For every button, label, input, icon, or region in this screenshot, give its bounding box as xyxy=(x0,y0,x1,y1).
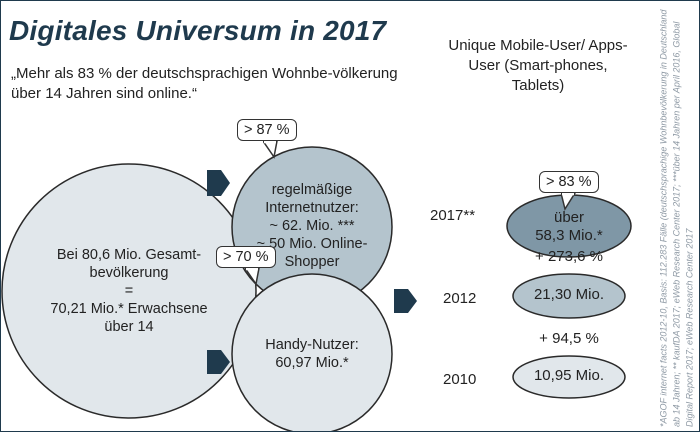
mobile-users-callout-text: > 70 % xyxy=(223,249,269,265)
year-2010: 2010 xyxy=(443,371,477,388)
callout-tail-internet-icon xyxy=(263,141,278,159)
growth-2010-2012: + 94,5 % xyxy=(539,330,599,347)
mobile-users-label: Handy-Nutzer: 60,97 Mio.* xyxy=(237,336,387,372)
mobile-users-circle xyxy=(231,273,393,431)
population-line-1: Bei 80,6 Mio. Gesamt- xyxy=(56,247,202,263)
arrow-internet-icon xyxy=(207,170,230,196)
internet-users-line-5: Shopper xyxy=(284,254,340,270)
year-2012: 2012 xyxy=(443,290,477,307)
callout-tail-apps-icon xyxy=(561,193,576,211)
apps-2017-line-2: 58,3 Mio.* xyxy=(535,227,603,244)
apps-2017-callout-text: > 83 % xyxy=(546,174,592,190)
internet-users-callout-text: > 87 % xyxy=(244,122,290,138)
population-line-4: 70,21 Mio.* Erwachsene xyxy=(50,301,208,317)
internet-users-line-1: regelmäßige xyxy=(271,182,353,198)
internet-users-line-2: Internetnutzer: xyxy=(265,200,359,216)
growth-2012-2017: + 273,6 % xyxy=(535,248,603,265)
apps-2017-line-1: über xyxy=(553,209,585,226)
population-label: Bei 80,6 Mio. Gesamt- bevölkerung = 70,2… xyxy=(4,246,254,336)
mobile-users-callout: > 70 % xyxy=(216,246,276,268)
apps-users-header: Unique Mobile-User/ Apps-User (Smart-pho… xyxy=(448,37,628,94)
apps-2010-ellipse xyxy=(512,355,626,399)
page-title: Digitales Universum in 2017 xyxy=(9,15,387,46)
population-circle xyxy=(1,163,257,419)
apps-2017-callout: > 83 % xyxy=(539,171,599,193)
quote-text: „Mehr als 83 % der deutschsprachigen Woh… xyxy=(11,65,398,102)
mobile-users-line-2: 60,97 Mio.* xyxy=(275,355,349,371)
year-2017: 2017** xyxy=(430,207,476,224)
source-note: *AGOF internet facts 2012-10, Basis: 112… xyxy=(658,9,695,427)
apps-2010-value: 10,95 Mio. xyxy=(533,367,605,384)
arrow-mobile-icon xyxy=(207,350,230,374)
mobile-users-line-1: Handy-Nutzer: xyxy=(265,337,359,353)
internet-users-line-3: ~ 62. Mio. *** xyxy=(269,218,355,234)
population-line-5: über 14 xyxy=(104,319,154,335)
callout-tail-mobile-icon xyxy=(245,268,260,286)
source-note-container: *AGOF internet facts 2012-10, Basis: 112… xyxy=(653,7,699,427)
apps-2012-value: 21,30 Mio. xyxy=(533,286,605,303)
arrow-apps-icon xyxy=(394,289,417,313)
internet-users-label: regelmäßige Internetnutzer: ~ 62. Mio. *… xyxy=(237,181,387,271)
apps-2017-value: über 58,3 Mio.* xyxy=(509,209,629,245)
population-line-2: bevölkerung xyxy=(89,265,169,281)
internet-users-callout: > 87 % xyxy=(237,119,297,141)
population-line-3: = xyxy=(124,283,134,299)
internet-users-line-4: ~ 50 Mio. Online- xyxy=(256,236,368,252)
apps-2012-ellipse xyxy=(512,273,626,319)
